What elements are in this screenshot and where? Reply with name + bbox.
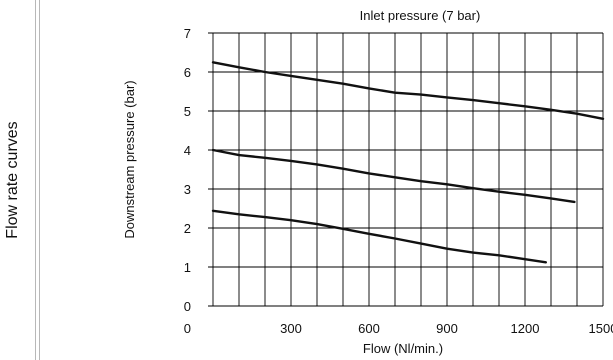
- y-tick-label: 4: [184, 143, 191, 158]
- x-axis-title: Flow (Nl/min.): [363, 341, 443, 356]
- y-tick-label: 5: [184, 104, 191, 119]
- y-tick-label: 0: [184, 299, 191, 314]
- x-tick-label: 1500: [589, 321, 613, 336]
- series-line-2: [211, 148, 576, 204]
- y-tick-label: 7: [184, 26, 191, 41]
- x-tick-label: 1200: [511, 321, 540, 336]
- chart-title: Inlet pressure (7 bar): [360, 8, 481, 23]
- side-panel: Flow rate curves: [0, 0, 40, 360]
- x-tick-label: 600: [358, 321, 380, 336]
- series-line-1: [211, 61, 605, 121]
- x-tick-label: 900: [436, 321, 458, 336]
- y-axis-title: Downstream pressure (bar): [122, 80, 137, 238]
- grid-lines: [208, 32, 604, 307]
- x-tick-label: 300: [280, 321, 302, 336]
- side-divider: [35, 0, 36, 360]
- y-tick-label: 1: [184, 260, 191, 275]
- x-tick-label: 0: [184, 321, 191, 336]
- tick-labels: 0 1 2 3 4 5 6 7 0 300 600 900 1200 1500: [184, 26, 613, 336]
- y-tick-label: 3: [184, 182, 191, 197]
- y-tick-label: 6: [184, 65, 191, 80]
- series-layer: [211, 61, 605, 264]
- series-line-3: [211, 209, 547, 264]
- side-divider: [39, 0, 40, 360]
- y-tick-label: 2: [184, 221, 191, 236]
